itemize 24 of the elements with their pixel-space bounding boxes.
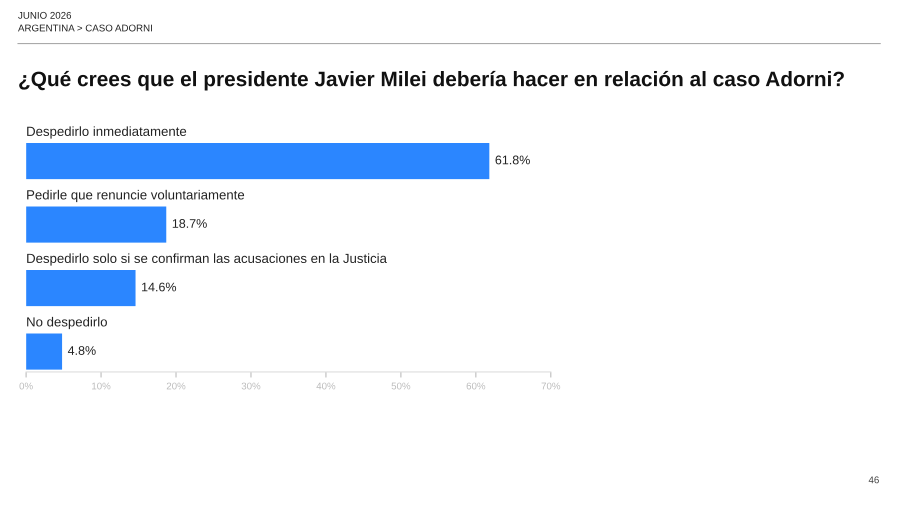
data-label: 14.6%	[142, 282, 176, 292]
bar	[26, 142, 490, 180]
x-tick-label: 60%	[466, 382, 486, 390]
x-tick-label: 30%	[242, 382, 260, 390]
x-tick-label: 70%	[542, 382, 560, 390]
data-label: 18.7%	[172, 219, 207, 228]
x-tick-label: 40%	[316, 382, 336, 390]
bar	[26, 333, 62, 370]
bar	[26, 206, 166, 243]
x-tick-label: 10%	[92, 382, 110, 390]
chart-title: ¿Qué crees que el presidente Javier Milei debería hacer en relación al caso Adorni?	[19, 70, 844, 90]
x-tick-label: 50%	[392, 382, 410, 390]
data-label: 4.8%	[68, 346, 96, 355]
y-tick-label: Despedirlo inmediatamente	[27, 126, 186, 139]
y-tick-label: No despedirlo	[27, 316, 107, 330]
text: JUNIO 2026	[18, 12, 72, 19]
x-tick-label: 0%	[19, 382, 33, 390]
y-tick-label: Despedirlo solo si se confirman las acusaciones en la Justicia	[27, 253, 387, 266]
x-tick-label: 20%	[166, 382, 186, 390]
y-tick-label: Pedirle que renuncie voluntariamente	[27, 190, 244, 202]
text: 46	[868, 476, 879, 484]
text: ARGENTINA > CASO ADORNI	[18, 24, 152, 32]
bar	[26, 270, 136, 306]
data-label: 61.8%	[496, 156, 530, 164]
